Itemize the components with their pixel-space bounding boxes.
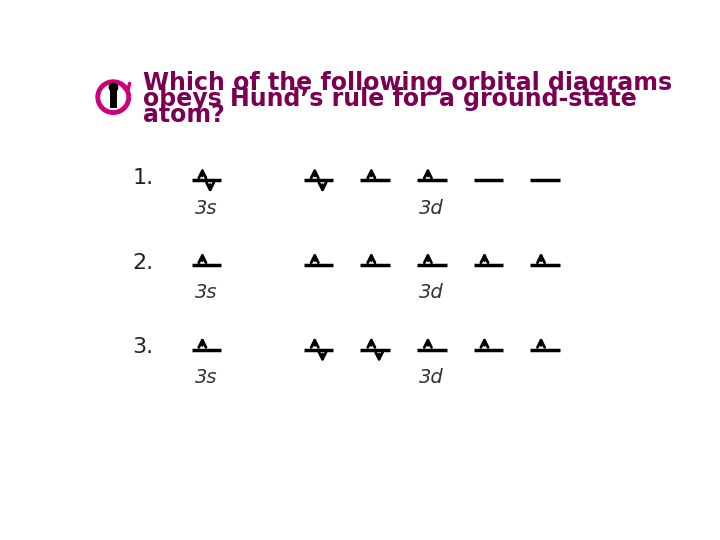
Text: 3s: 3s bbox=[195, 284, 217, 302]
Text: 1.: 1. bbox=[132, 168, 154, 188]
Text: 3.: 3. bbox=[132, 338, 154, 357]
Text: 3s: 3s bbox=[195, 199, 217, 218]
Text: obeys Hund’s rule for a ground-state: obeys Hund’s rule for a ground-state bbox=[143, 87, 636, 111]
Text: 3s: 3s bbox=[195, 368, 217, 387]
Text: 3d: 3d bbox=[419, 284, 444, 302]
Text: Which of the following orbital diagrams: Which of the following orbital diagrams bbox=[143, 71, 672, 95]
Text: atom?: atom? bbox=[143, 103, 225, 127]
Text: 3d: 3d bbox=[419, 368, 444, 387]
Text: 2.: 2. bbox=[132, 253, 154, 273]
Text: 3d: 3d bbox=[419, 199, 444, 218]
